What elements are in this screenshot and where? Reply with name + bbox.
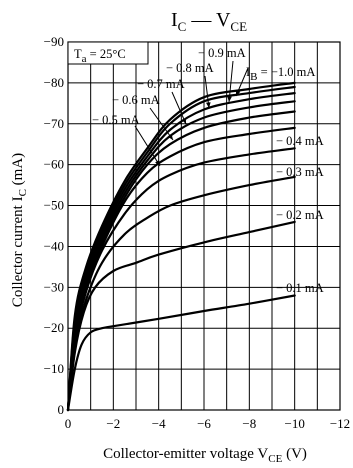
series-line-2	[66, 220, 296, 412]
series-label-7: − 0.7 mA	[137, 77, 185, 91]
y-tick-label: −50	[44, 198, 64, 213]
cond-sub: a	[82, 53, 87, 65]
ylabel-sub: C	[17, 189, 29, 196]
label-arrowhead	[236, 90, 241, 96]
series-labels: − 0.1 mA − 0.2 mA − 0.3 mA − 0.4 mA − 0.5 mA…	[92, 46, 324, 295]
series-label-2: − 0.2 mA	[276, 208, 324, 222]
plot-frame	[67, 41, 341, 411]
series-label-5: − 0.5 mA	[92, 113, 140, 127]
cond-pre: T	[74, 47, 82, 61]
xlabel-pre: Collector-emitter voltage V	[103, 446, 268, 462]
y-tick-label: −20	[44, 320, 64, 335]
title-sub1: C	[178, 19, 187, 34]
label-arrowhead	[167, 134, 173, 140]
series-line-10	[66, 81, 296, 412]
series-label-10: IB = −1.0 mA	[246, 65, 315, 83]
series-label-8: − 0.8 mA	[166, 61, 214, 75]
label-pointer	[228, 60, 234, 103]
label-pointer	[149, 107, 174, 141]
cond-post: = 25°C	[87, 47, 126, 61]
x-tick-label: −2	[106, 416, 120, 431]
y-tick-label: −10	[44, 361, 64, 376]
label-pointer	[171, 91, 187, 125]
series-line-3	[66, 175, 296, 412]
xlabel-sub: CE	[268, 453, 282, 465]
xlabel-post: (V)	[282, 446, 307, 462]
label-arrowhead	[155, 160, 160, 166]
x-axis-label: Collector-emitter voltage VCE (V)	[103, 446, 307, 465]
x-tick-label: −8	[242, 416, 256, 431]
y-tick-label: −60	[44, 157, 64, 172]
label-arrowhead	[181, 118, 186, 124]
svg-text:Ta = 25°C: Ta = 25°C	[74, 47, 126, 65]
y-axis-label: Collector current IC (mA)	[10, 153, 29, 307]
y-tick-label: −30	[44, 279, 64, 294]
series-label-3: − 0.3 mA	[276, 165, 324, 179]
series-line-1	[66, 294, 296, 412]
y-tick-label: −80	[44, 75, 64, 90]
x-tick-label: 0	[65, 416, 72, 431]
curves	[66, 81, 296, 412]
series-label-1: − 0.1 mA	[276, 281, 324, 295]
y-tick-label: −90	[44, 34, 64, 49]
condition-box: Ta = 25°C	[67, 41, 149, 65]
label-arrowhead	[227, 96, 232, 102]
x-tick-label: −12	[330, 416, 350, 431]
title-dash: —	[186, 9, 216, 31]
tick-labels: 0 −2 −4 −6 −8 −10 −12 0 −10 −20 −30 −40 −50 −60 −70 −80…	[44, 34, 351, 431]
title-main1: I	[171, 9, 178, 31]
chart-title: IC — VCE	[171, 9, 247, 34]
ylabel-pre: Collector current I	[10, 196, 26, 307]
label-pointer	[134, 125, 161, 167]
series-label-9: − 0.9 mA	[198, 46, 246, 60]
y-tick-label: −40	[44, 238, 64, 253]
title-main2: V	[216, 9, 231, 31]
y-tick-label: −70	[44, 116, 64, 131]
title-sub2: CE	[230, 19, 247, 34]
series-label-6: − 0.6 mA	[112, 93, 160, 107]
x-tick-label: −4	[152, 416, 166, 431]
label-arrowhead	[205, 102, 211, 108]
x-tick-label: −6	[197, 416, 211, 431]
x-tick-label: −10	[284, 416, 304, 431]
series-label-4: − 0.4 mA	[276, 134, 324, 148]
y-tick-label: 0	[58, 402, 65, 417]
ylabel-post: (mA)	[10, 153, 26, 189]
